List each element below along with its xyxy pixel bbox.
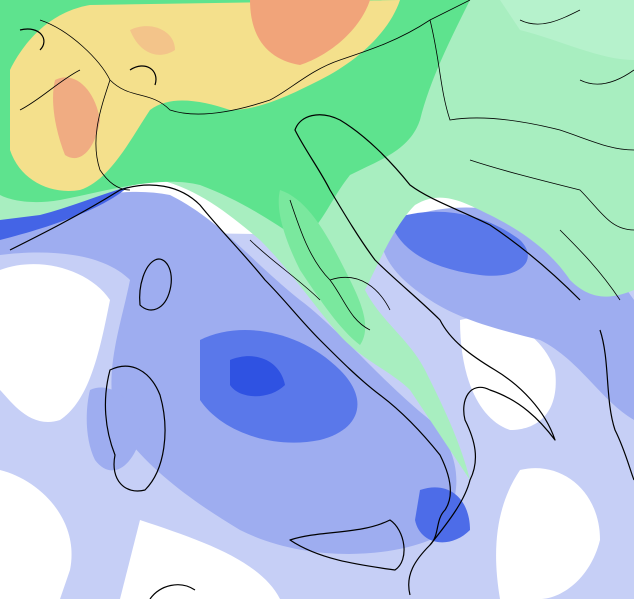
rain-very-strong bbox=[250, 0, 370, 65]
coastline bbox=[599, 329, 634, 481]
border bbox=[249, 199, 391, 331]
rain-very-strong bbox=[53, 77, 100, 159]
coastline bbox=[289, 519, 405, 571]
border bbox=[519, 9, 634, 85]
coastline bbox=[139, 258, 172, 311]
dry-area bbox=[496, 468, 600, 599]
rain-light bbox=[500, 0, 634, 60]
dry-area bbox=[0, 470, 72, 599]
precip-heavy bbox=[415, 487, 470, 543]
precip-very-heavy bbox=[230, 356, 285, 397]
rain-strong bbox=[130, 26, 175, 55]
coastline bbox=[104, 365, 166, 492]
border bbox=[39, 0, 471, 115]
dry-area bbox=[120, 520, 280, 599]
precip-medium bbox=[86, 387, 140, 471]
border bbox=[429, 19, 634, 301]
precip-heavy bbox=[0, 185, 130, 240]
coastline bbox=[294, 114, 581, 546]
coastline bbox=[9, 184, 452, 596]
dry-area bbox=[0, 264, 110, 423]
border bbox=[19, 69, 131, 191]
dry-area bbox=[460, 317, 556, 430]
coastline bbox=[19, 28, 196, 599]
